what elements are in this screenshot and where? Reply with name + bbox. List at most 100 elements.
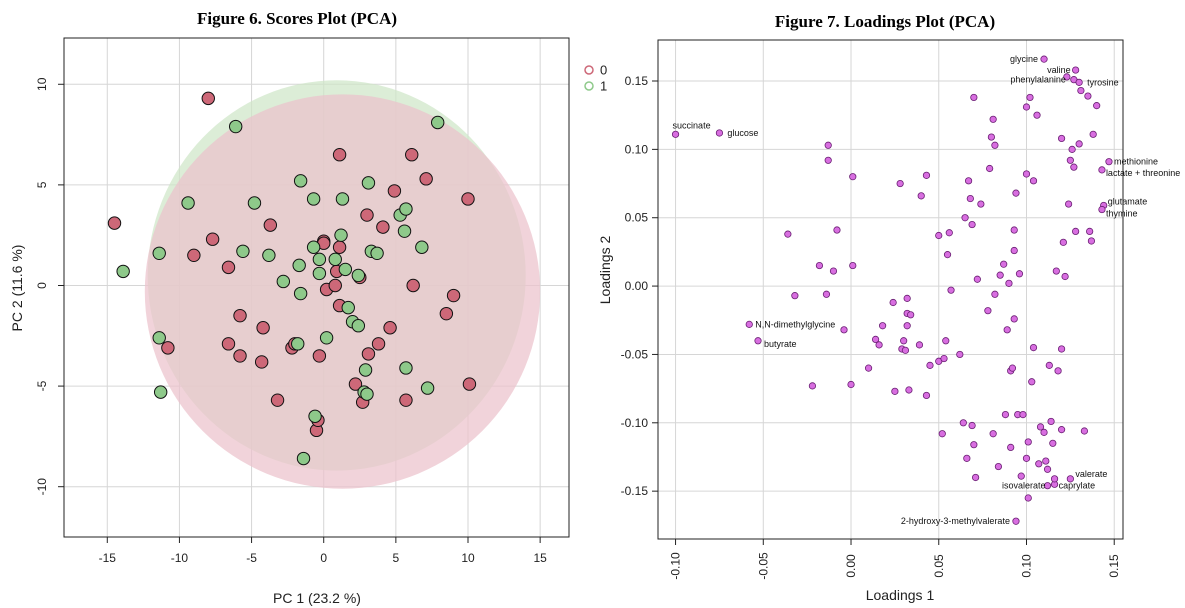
loading-point-label: succinate bbox=[673, 120, 711, 130]
score-point-group-0 bbox=[371, 337, 386, 351]
score-point-group-1 bbox=[292, 258, 306, 273]
score-point-group-0 bbox=[348, 377, 363, 391]
score-point-group-0 bbox=[256, 321, 270, 335]
score-point-group-0 bbox=[332, 148, 347, 162]
score-point-group-0 bbox=[376, 220, 390, 234]
loading-point bbox=[991, 290, 999, 298]
score-point-group-1 bbox=[358, 363, 373, 377]
loading-point bbox=[808, 382, 817, 390]
loading-point bbox=[824, 156, 832, 164]
loadings-x-tick-label: 0.00 bbox=[844, 554, 858, 578]
loadings-plot-panel: Figure 7. Loadings Plot (PCA) succinate g… bbox=[597, 12, 1180, 603]
loading-point-label: glycine bbox=[1010, 54, 1038, 64]
scores-plot-panel: Figure 6. Scores Plot (PCA) -15 -10 -5 0 5 10… bbox=[9, 9, 607, 606]
score-point-group-1 bbox=[181, 196, 195, 210]
scores-y-tick-label: 0 bbox=[35, 282, 49, 289]
score-point-group-1 bbox=[328, 252, 342, 267]
loading-point bbox=[1036, 423, 1045, 431]
loading-point bbox=[977, 200, 985, 208]
loading-point bbox=[1065, 200, 1073, 208]
scores-plot-frame bbox=[63, 37, 570, 538]
score-point-group-0 bbox=[221, 260, 236, 275]
loading-point bbox=[987, 133, 995, 141]
loading-point bbox=[1049, 439, 1057, 447]
score-point-group-1 bbox=[420, 381, 435, 395]
loading-point bbox=[961, 214, 969, 222]
loadings-y-tick-label: -0.05 bbox=[621, 347, 649, 361]
loading-point bbox=[745, 320, 753, 328]
loading-point bbox=[1017, 472, 1025, 480]
loadings-x-tick-label: 0.15 bbox=[1107, 554, 1121, 578]
loading-point bbox=[994, 462, 1003, 471]
loading-point bbox=[938, 430, 946, 438]
scores-x-tick-label: -10 bbox=[171, 551, 189, 565]
loading-point bbox=[968, 421, 976, 430]
loading-point bbox=[966, 194, 974, 203]
scores-x-tick-label: 0 bbox=[320, 551, 327, 565]
loading-point bbox=[1024, 438, 1032, 446]
loading-point bbox=[1066, 475, 1074, 483]
loading-point-label: tyrosine bbox=[1087, 77, 1119, 87]
loading-point-label: glucose bbox=[727, 128, 758, 138]
score-point-group-1 bbox=[431, 115, 445, 130]
loading-point bbox=[889, 298, 897, 307]
loading-point bbox=[945, 229, 953, 237]
loading-point bbox=[1059, 238, 1067, 246]
loading-point bbox=[1052, 267, 1060, 275]
loading-point bbox=[1043, 482, 1052, 490]
score-point-group-1 bbox=[351, 319, 366, 333]
score-point-group-0 bbox=[187, 248, 201, 263]
loading-point bbox=[1098, 166, 1106, 174]
loading-point bbox=[1054, 367, 1062, 375]
loading-point bbox=[922, 391, 931, 400]
loading-point-label: thymine bbox=[1106, 209, 1138, 219]
loading-point bbox=[1077, 86, 1085, 95]
score-point-group-0 bbox=[233, 349, 247, 363]
loading-point bbox=[1066, 156, 1074, 164]
loading-point bbox=[984, 307, 992, 315]
loading-point bbox=[1015, 270, 1024, 278]
loading-point bbox=[1045, 361, 1053, 369]
loading-point bbox=[847, 380, 855, 389]
loading-point bbox=[1070, 163, 1078, 171]
legend-label-group-1: 1 bbox=[600, 79, 607, 94]
score-point-group-1 bbox=[296, 451, 311, 466]
loading-point bbox=[1086, 227, 1094, 235]
score-point-group-0 bbox=[387, 184, 402, 198]
loading-point bbox=[959, 419, 967, 427]
loading-point bbox=[1093, 102, 1101, 110]
loading-point-label: lactate + threonine bbox=[1106, 168, 1180, 178]
loadings-y-tick-label: 0.10 bbox=[625, 142, 649, 156]
score-point-group-0 bbox=[328, 278, 342, 293]
loadings-y-tick-label: -0.10 bbox=[621, 416, 649, 430]
loading-point bbox=[1098, 205, 1106, 214]
loading-point bbox=[1089, 130, 1097, 138]
loading-point bbox=[1061, 272, 1069, 281]
score-point-group-1 bbox=[338, 262, 353, 277]
loading-point-label: glutamate bbox=[1108, 196, 1148, 206]
score-point-group-1 bbox=[308, 409, 322, 423]
loading-point bbox=[1003, 326, 1011, 334]
loading-point bbox=[1007, 443, 1015, 452]
score-point-group-1 bbox=[370, 246, 384, 260]
loading-point bbox=[986, 164, 994, 173]
loading-point bbox=[926, 361, 934, 369]
score-point-group-0 bbox=[201, 91, 215, 106]
loading-point bbox=[1087, 237, 1096, 245]
loading-point bbox=[1043, 465, 1052, 473]
loading-point bbox=[935, 231, 943, 240]
scores-plot-ticks: -15 -10 -5 0 5 10 15 -10 -5 0 5 10 bbox=[35, 77, 547, 565]
loadings-y-tick-label: 0.00 bbox=[625, 279, 649, 293]
score-point-group-1 bbox=[360, 387, 374, 401]
loading-point bbox=[879, 322, 887, 330]
scores-y-tick-label: -10 bbox=[35, 478, 49, 496]
loading-point bbox=[1012, 517, 1020, 525]
loading-point bbox=[1057, 134, 1066, 143]
score-point-group-1 bbox=[152, 246, 166, 260]
loading-point bbox=[1029, 177, 1038, 185]
confidence-ellipse-group-0 bbox=[144, 94, 541, 489]
loading-point bbox=[791, 292, 799, 300]
loading-point bbox=[973, 275, 981, 283]
loading-point bbox=[1075, 140, 1083, 148]
loadings-plot-frame bbox=[657, 39, 1124, 540]
